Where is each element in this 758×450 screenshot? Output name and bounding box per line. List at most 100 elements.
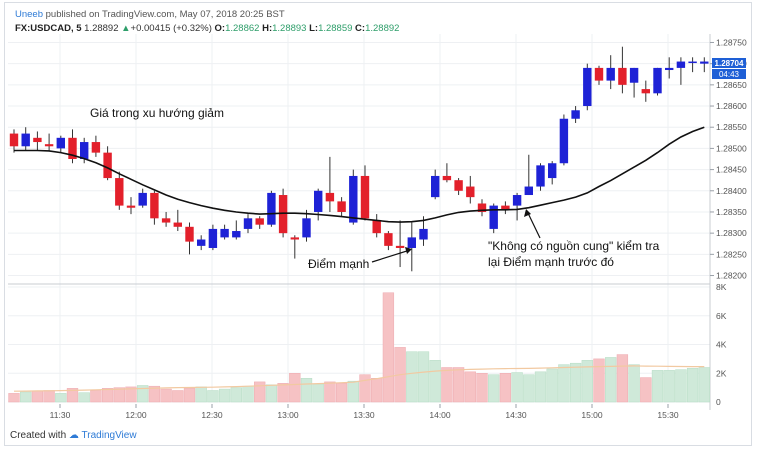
volume-bar[interactable] (207, 390, 219, 403)
volume-bar[interactable] (160, 388, 172, 403)
volume-bar[interactable] (78, 392, 90, 403)
candle[interactable] (325, 156, 335, 212)
volume-bar[interactable] (8, 393, 20, 403)
candle[interactable] (583, 63, 592, 111)
candle[interactable] (641, 80, 650, 102)
volume-bar[interactable] (464, 371, 476, 403)
candle[interactable] (477, 199, 487, 217)
candle[interactable] (115, 171, 124, 210)
volume-bar[interactable] (148, 385, 161, 403)
candle[interactable] (33, 131, 42, 151)
volume-bar[interactable] (137, 385, 149, 403)
volume-bar[interactable] (406, 351, 418, 403)
candle[interactable] (629, 67, 639, 98)
candle[interactable] (150, 190, 159, 225)
volume-bar[interactable] (452, 367, 465, 403)
volume-bar[interactable] (417, 351, 430, 403)
candle[interactable] (688, 57, 697, 73)
candle[interactable] (267, 190, 276, 227)
volume-bar[interactable] (663, 370, 675, 403)
volume-bar[interactable] (511, 372, 523, 403)
candle[interactable] (536, 163, 545, 191)
volume-bar[interactable] (277, 383, 289, 403)
volume-bar[interactable] (675, 369, 687, 403)
volume-bar[interactable] (254, 381, 266, 403)
candle[interactable] (594, 65, 604, 85)
candle[interactable] (559, 114, 569, 166)
volume-bar[interactable] (242, 385, 254, 403)
candle[interactable] (220, 224, 229, 240)
candle[interactable] (372, 214, 381, 238)
volume-bar[interactable] (581, 360, 593, 403)
candle[interactable] (21, 127, 30, 151)
volume-bar[interactable] (558, 364, 570, 403)
candle[interactable] (431, 169, 440, 200)
volume-bar[interactable] (335, 383, 348, 403)
candle[interactable] (524, 154, 533, 196)
volume-bar[interactable] (698, 367, 710, 403)
volume-bar[interactable] (523, 374, 535, 403)
volume-bar[interactable] (20, 391, 32, 403)
volume-bar[interactable] (569, 362, 582, 403)
volume-bar[interactable] (488, 374, 500, 403)
volume-bar[interactable] (499, 373, 512, 403)
volume-bar[interactable] (429, 360, 441, 403)
candle[interactable] (466, 175, 475, 204)
volume-bar[interactable] (359, 374, 371, 403)
candle[interactable] (653, 67, 662, 96)
candle[interactable] (9, 129, 19, 153)
candle[interactable] (44, 133, 54, 151)
volume-bar[interactable] (686, 367, 699, 403)
candle[interactable] (161, 211, 171, 227)
volume-bar[interactable] (265, 384, 278, 403)
author-link[interactable]: Uneeb (15, 9, 43, 20)
volume-bar[interactable] (113, 387, 125, 403)
volume-bar[interactable] (546, 368, 558, 403)
volume-bar[interactable] (66, 388, 79, 403)
candle[interactable] (665, 57, 674, 79)
candle[interactable] (337, 197, 346, 217)
candle[interactable] (290, 235, 299, 259)
volume-bar[interactable] (616, 354, 629, 403)
candle[interactable] (454, 178, 463, 196)
candle[interactable] (676, 57, 686, 85)
volume-bar[interactable] (312, 383, 324, 403)
candle[interactable] (395, 220, 405, 268)
candle[interactable] (68, 129, 77, 164)
candle[interactable] (349, 169, 358, 225)
candle[interactable] (185, 222, 194, 255)
volume-bar[interactable] (605, 357, 617, 403)
candle[interactable] (489, 203, 498, 234)
volume-bar[interactable] (230, 387, 242, 403)
candle[interactable] (208, 224, 218, 251)
candle[interactable] (360, 165, 370, 221)
candle[interactable] (255, 216, 264, 229)
volume-bar[interactable] (593, 358, 605, 403)
volume-bar[interactable] (324, 381, 336, 403)
candle[interactable] (407, 222, 416, 272)
volume-bar[interactable] (195, 386, 207, 403)
volume-bar[interactable] (218, 388, 231, 403)
volume-bar[interactable] (43, 390, 55, 403)
volume-bar[interactable] (640, 377, 652, 403)
candle[interactable] (606, 55, 615, 90)
volume-bar[interactable] (628, 364, 640, 403)
candle[interactable] (91, 135, 101, 157)
volume-bar[interactable] (183, 388, 196, 403)
volume-bar[interactable] (31, 390, 44, 403)
volume-bar[interactable] (347, 380, 359, 403)
volume-bar[interactable] (534, 371, 547, 403)
candle[interactable] (56, 135, 65, 153)
candle[interactable] (232, 220, 241, 240)
candle[interactable] (173, 209, 182, 232)
candle[interactable] (501, 201, 510, 215)
candle[interactable] (548, 161, 557, 185)
candle[interactable] (126, 197, 136, 215)
candle[interactable] (700, 57, 709, 73)
volume-bar[interactable] (651, 370, 664, 403)
candle[interactable] (618, 46, 627, 94)
tradingview-link[interactable]: TradingView (81, 430, 137, 441)
candle[interactable] (314, 188, 323, 221)
volume-bar[interactable] (125, 386, 137, 403)
